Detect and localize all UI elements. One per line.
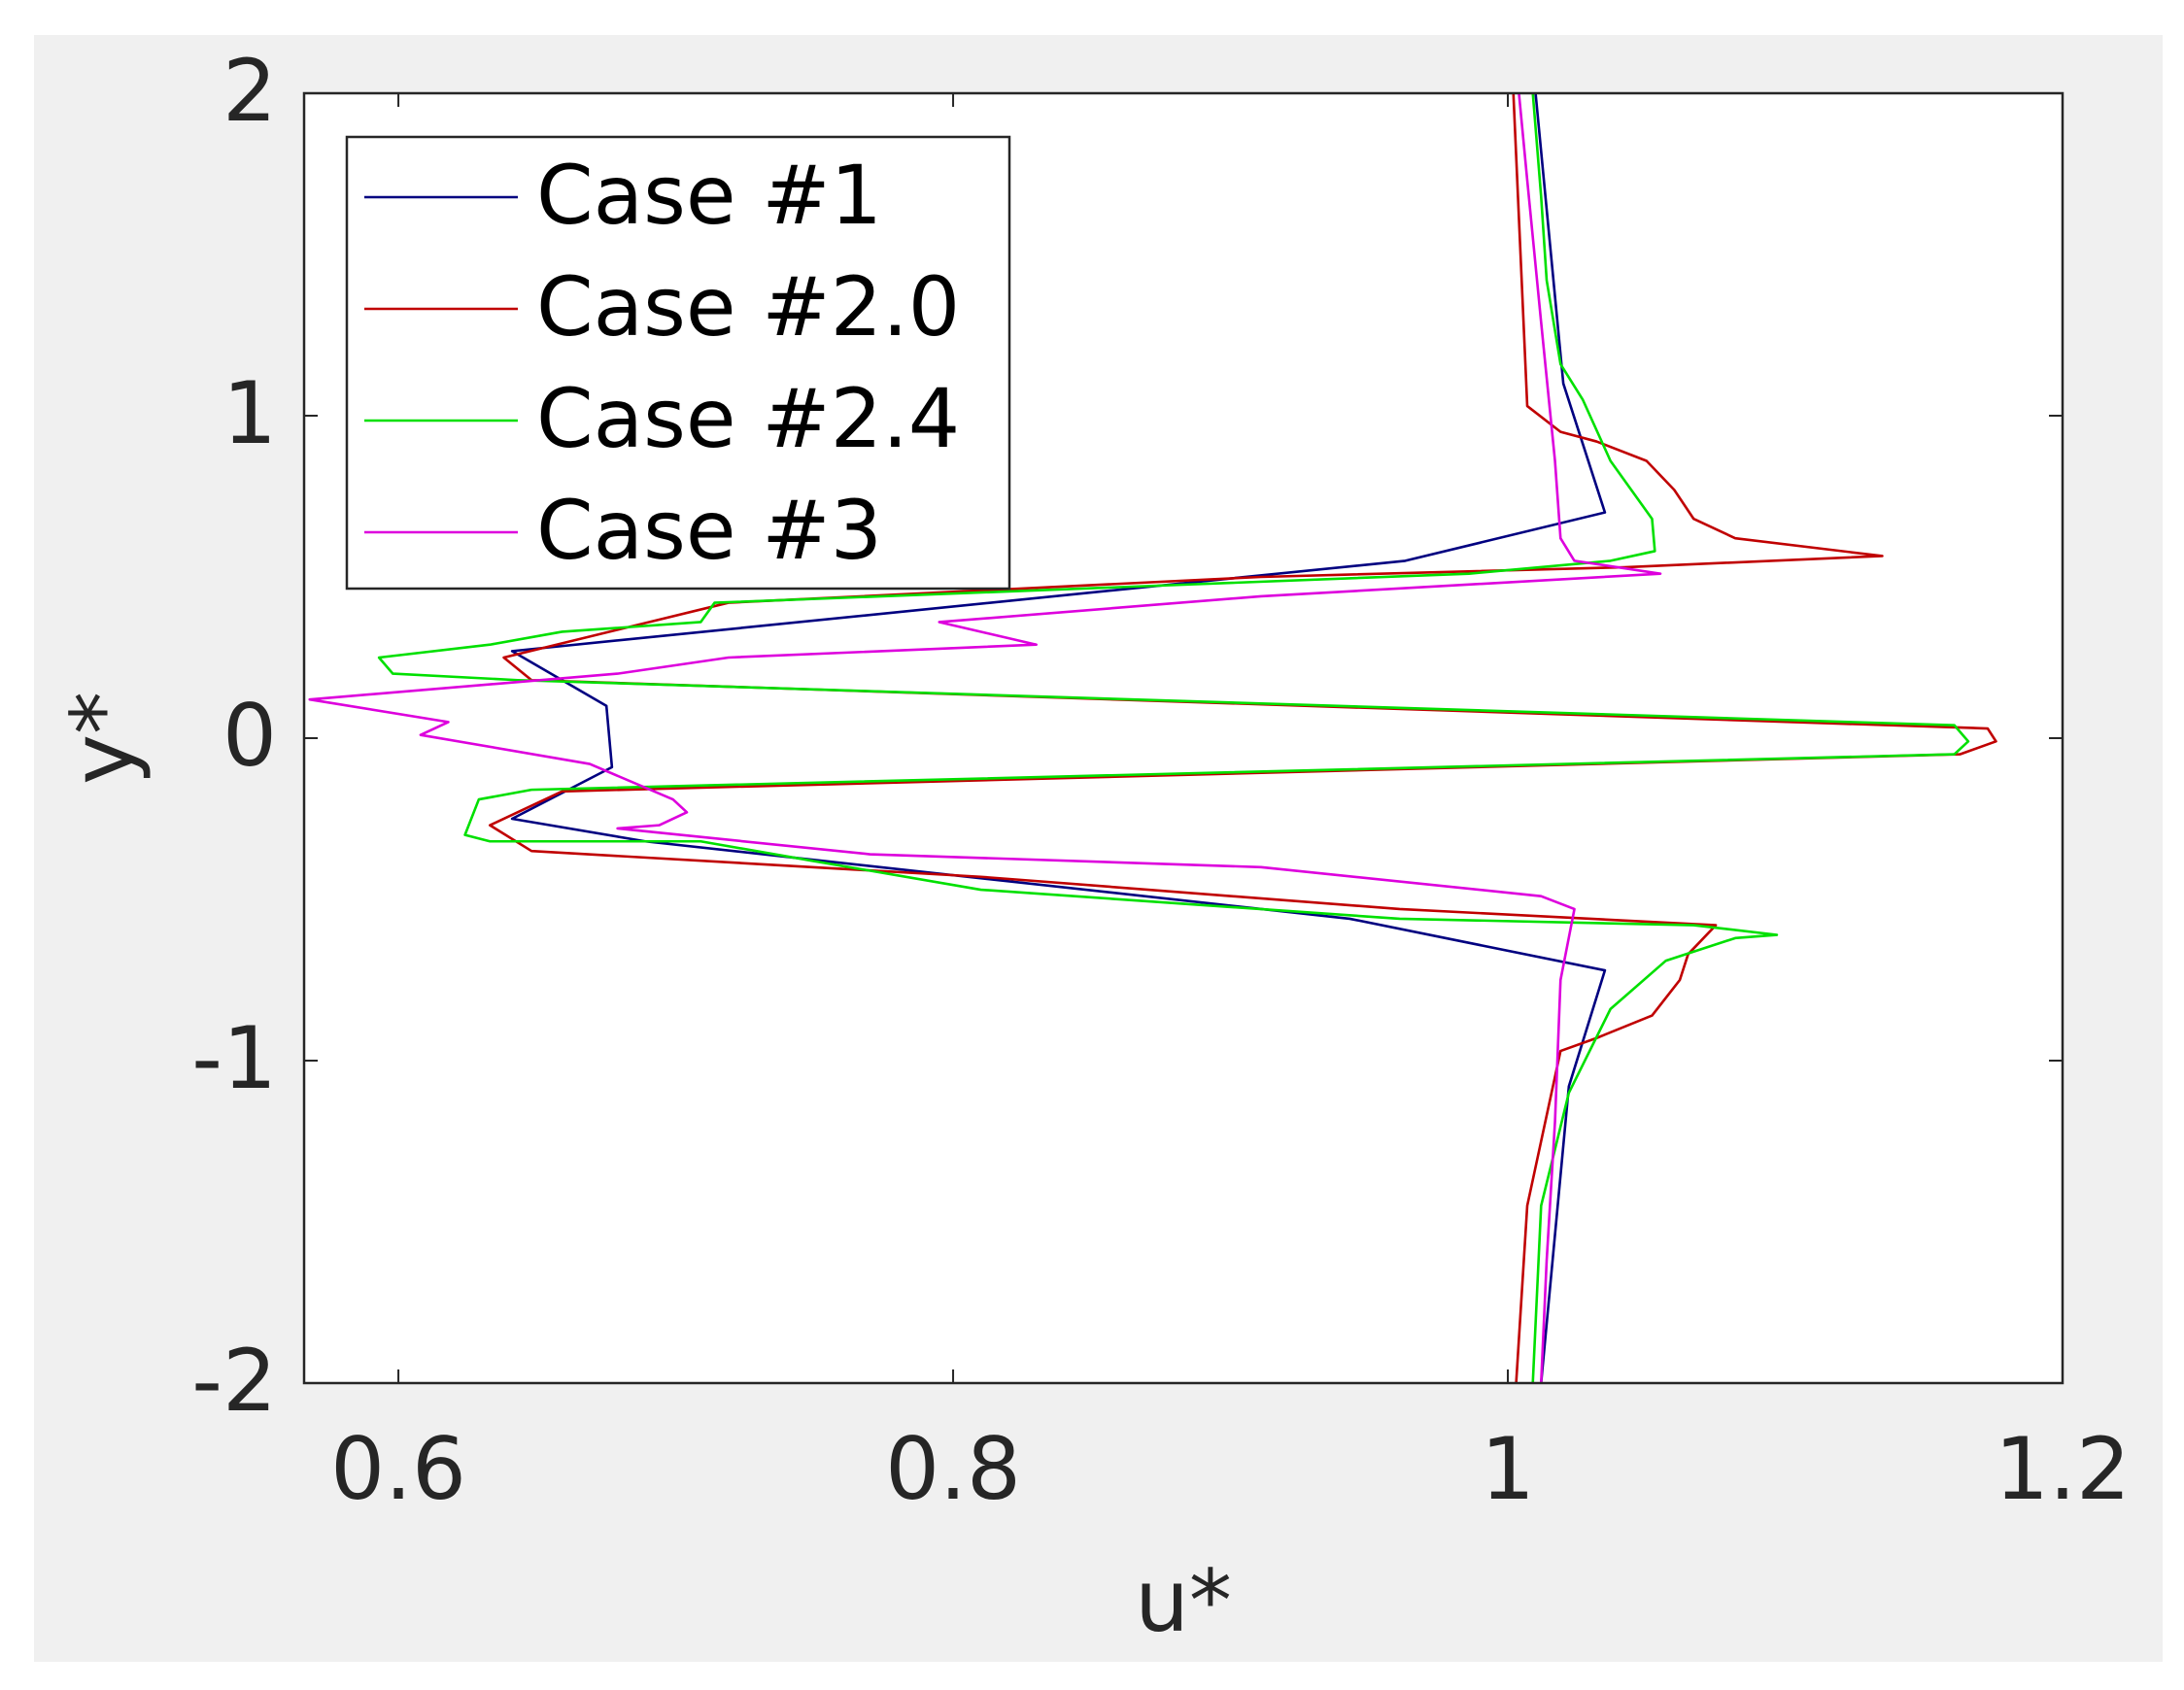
x-tick-label: 1.2 [1995,1419,2131,1519]
y-tick-label: 2 [222,41,277,141]
y-tick-label: 1 [222,363,277,463]
y-axis-label: y* [52,692,153,785]
series-line [377,92,1970,1384]
series-line [510,92,1607,1384]
y-tick-label: 0 [222,686,277,786]
x-axis-label: u* [1135,1551,1232,1651]
legend-label: Case #2.4 [536,371,960,466]
legend-label: Case #1 [536,148,882,243]
axes-box [302,91,2065,1385]
y-tick-label: -2 [191,1331,277,1431]
legend-box [345,135,1011,591]
x-tick-label: 1 [1481,1419,1535,1519]
legend-label: Case #2.0 [536,259,960,355]
x-tick-label: 0.8 [885,1419,1021,1519]
legend-label: Case #3 [536,483,882,578]
series-line [488,92,1997,1384]
y-tick-label: -1 [191,1008,277,1108]
series-line [308,92,1662,1384]
x-tick-label: 0.6 [330,1419,466,1519]
